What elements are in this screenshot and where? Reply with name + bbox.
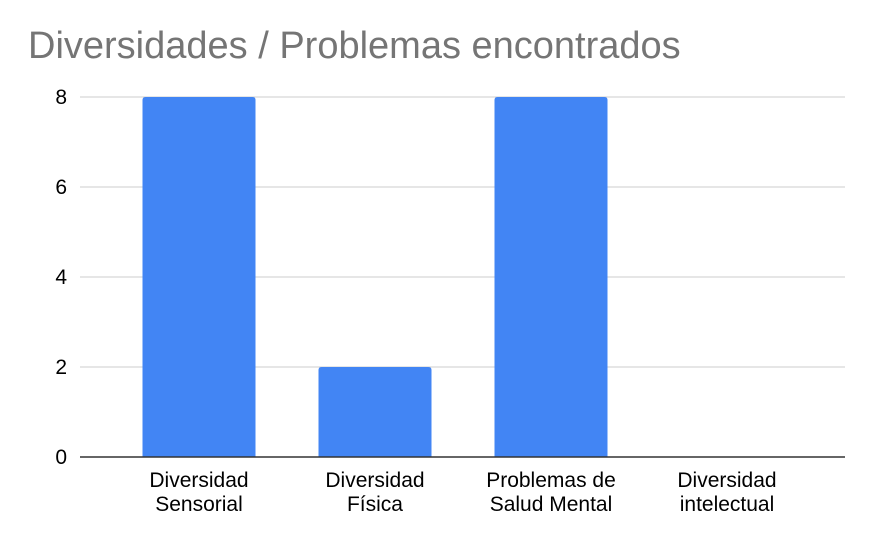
y-tick-label: 4	[55, 266, 67, 289]
y-tick-label: 0	[55, 446, 67, 469]
chart-title: Diversidades / Problemas encontrados	[28, 25, 681, 67]
x-category-label: intelectual	[680, 493, 775, 516]
x-category-label: Diversidad	[677, 469, 776, 492]
y-axis-tick-labels: 0 2 4 6 8	[55, 86, 67, 469]
y-tick-label: 6	[55, 176, 67, 199]
x-category-label: Salud Mental	[490, 493, 613, 516]
bar	[142, 97, 256, 457]
y-tick-label: 2	[55, 356, 67, 379]
x-category-label: Física	[347, 493, 403, 516]
x-category-label: Sensorial	[155, 493, 243, 516]
bar	[318, 367, 432, 457]
x-category-label: Problemas de	[486, 469, 616, 492]
x-category-label: Diversidad	[325, 469, 424, 492]
x-category-label: Diversidad	[149, 469, 248, 492]
bar	[494, 97, 608, 457]
y-tick-label: 8	[55, 86, 67, 109]
x-axis-category-labels: DiversidadSensorialDiversidadFísicaProbl…	[149, 469, 776, 516]
bars	[142, 97, 608, 457]
